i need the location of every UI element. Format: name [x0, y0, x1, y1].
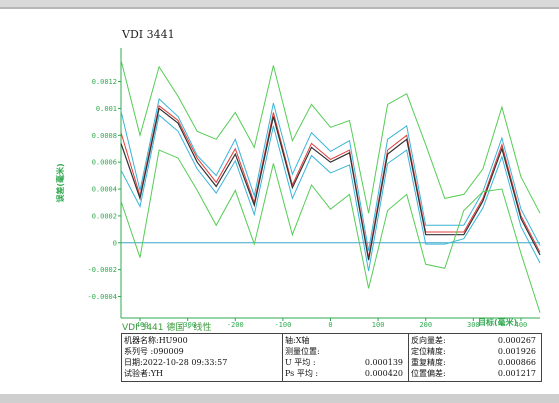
info-row: 测量位置:: [283, 346, 409, 357]
y-tick-label: 0.0004: [92, 186, 117, 194]
top-rule: [0, 0, 559, 7]
measure-position: 测量位置:: [285, 347, 320, 356]
info-row: 轴:X轴: [283, 335, 409, 346]
ps-average-label: Ps 平均 :: [285, 369, 319, 378]
y-tick-label: 0.0002: [92, 212, 117, 220]
deviation-label: 位置偏差:: [411, 369, 446, 378]
x-tick-label: -400: [132, 321, 149, 329]
x-axis-label: 目标(毫米): [478, 317, 517, 327]
y-tick-label: 0.0006: [92, 159, 117, 167]
u-average-label: U 平均 :: [285, 358, 316, 367]
reversal-value: 0.000267: [497, 336, 536, 345]
repeatability-label: 重复精度:: [411, 358, 446, 367]
info-row: 反向量差: 0.000267: [409, 335, 542, 346]
y-tick-label: -0.0002: [87, 266, 117, 274]
y-tick-label: 0.001: [96, 105, 117, 113]
x-tick-label: 200: [419, 321, 432, 329]
info-column-axis: 轴:X轴 测量位置: U 平均 : 0.000139 Ps 平均 : 0.000…: [282, 334, 409, 381]
info-row: Ps 平均 : 0.000420: [283, 368, 409, 379]
info-column-accuracy: 反向量差: 0.000267 定位精度: 0.001926 重复精度: 0.00…: [408, 334, 542, 381]
series-line-1: [120, 59, 541, 214]
reversal-label: 反向量差:: [411, 336, 446, 345]
bottom-band: [0, 394, 559, 403]
x-tick-label: 400: [515, 321, 528, 329]
x-tick-label: -100: [274, 321, 291, 329]
tester: 试验者:YH: [124, 369, 163, 378]
test-date: 日期:2022-10-28 09:33:57: [124, 358, 228, 367]
repeatability-value: 0.000866: [497, 358, 536, 367]
positioning-label: 定位精度:: [411, 347, 446, 356]
standard-label: VDI 3441 德国 - 线性: [122, 321, 211, 333]
series-line-6: [120, 149, 541, 313]
series-line-2: [120, 98, 541, 251]
y-axis-label: 误差(毫米): [55, 163, 65, 202]
y-tick-label: 0.0012: [92, 78, 117, 86]
u-average-value: 0.000139: [364, 358, 403, 367]
y-tick-label: 0.0008: [92, 132, 117, 140]
info-row: 重复精度: 0.000866: [409, 357, 542, 368]
info-row: U 平均 : 0.000139: [283, 357, 409, 368]
serial-number: 系列号 :090009: [124, 347, 184, 356]
chart-title: VDI 3441: [121, 28, 175, 41]
ps-average-value: 0.000420: [364, 369, 403, 378]
series-line-4: [120, 107, 541, 261]
info-row: 定位精度: 0.001926: [409, 346, 542, 357]
x-tick-label: 100: [372, 321, 385, 329]
y-tick-label: 0: [113, 239, 117, 247]
deviation-value: 0.001217: [497, 369, 536, 378]
info-row: 日期:2022-10-28 09:33:57: [122, 357, 282, 368]
series-line-3: [120, 104, 541, 258]
y-tick-label: -0.0004: [87, 293, 117, 301]
x-tick-label: -200: [227, 321, 244, 329]
info-row: 试验者:YH: [122, 368, 282, 379]
info-row: 机器名称:HU900: [122, 335, 282, 346]
info-table: 机器名称:HU900 系列号 :090009 日期:2022-10-28 09:…: [121, 333, 542, 382]
axis-name: 轴:X轴: [285, 336, 310, 345]
positioning-value: 0.001926: [497, 347, 536, 356]
x-tick-label: 0: [328, 321, 332, 329]
x-tick-label: 300: [467, 321, 480, 329]
series-line-5: [120, 114, 541, 272]
info-row: 位置偏差: 0.001217: [409, 368, 542, 379]
info-column-machine: 机器名称:HU900 系列号 :090009 日期:2022-10-28 09:…: [122, 334, 282, 381]
machine-name: 机器名称:HU900: [124, 336, 188, 345]
x-tick-label: -300: [179, 321, 196, 329]
info-row: 系列号 :090009: [122, 346, 282, 357]
top-rule-shadow: [0, 7, 559, 9]
